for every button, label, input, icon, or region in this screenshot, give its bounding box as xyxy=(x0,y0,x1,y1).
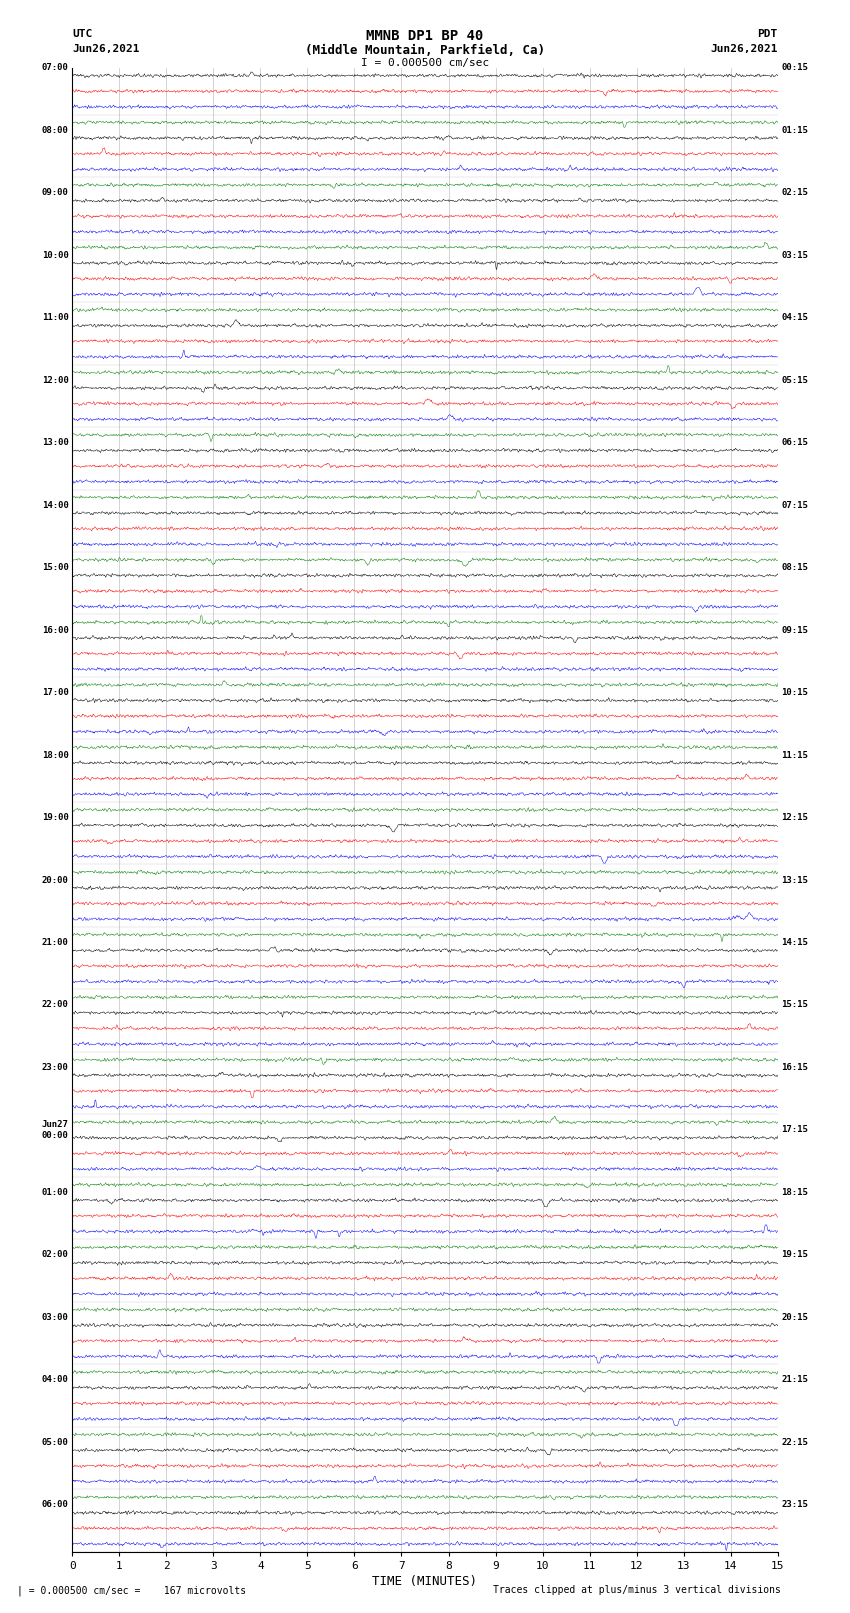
Text: 06:15: 06:15 xyxy=(781,439,808,447)
Text: I = 0.000500 cm/sec: I = 0.000500 cm/sec xyxy=(361,58,489,68)
Text: Jun27
00:00: Jun27 00:00 xyxy=(42,1121,69,1140)
Text: 19:15: 19:15 xyxy=(781,1250,808,1260)
Text: 17:15: 17:15 xyxy=(781,1126,808,1134)
Text: 11:00: 11:00 xyxy=(42,313,69,323)
Text: 14:00: 14:00 xyxy=(42,500,69,510)
Text: 20:00: 20:00 xyxy=(42,876,69,884)
Text: PDT: PDT xyxy=(757,29,778,39)
Text: 13:00: 13:00 xyxy=(42,439,69,447)
Text: 22:15: 22:15 xyxy=(781,1437,808,1447)
Text: 16:00: 16:00 xyxy=(42,626,69,634)
Text: 05:15: 05:15 xyxy=(781,376,808,384)
Text: 01:15: 01:15 xyxy=(781,126,808,135)
Text: 15:15: 15:15 xyxy=(781,1000,808,1010)
Text: 17:00: 17:00 xyxy=(42,689,69,697)
Text: 00:15: 00:15 xyxy=(781,63,808,73)
Text: 21:15: 21:15 xyxy=(781,1376,808,1384)
X-axis label: TIME (MINUTES): TIME (MINUTES) xyxy=(372,1574,478,1587)
Text: 19:00: 19:00 xyxy=(42,813,69,823)
Text: 12:00: 12:00 xyxy=(42,376,69,384)
Text: MMNB DP1 BP 40: MMNB DP1 BP 40 xyxy=(366,29,484,44)
Text: | = 0.000500 cm/sec =    167 microvolts: | = 0.000500 cm/sec = 167 microvolts xyxy=(17,1586,246,1595)
Text: 03:15: 03:15 xyxy=(781,250,808,260)
Text: 12:15: 12:15 xyxy=(781,813,808,823)
Text: 07:15: 07:15 xyxy=(781,500,808,510)
Text: 23:00: 23:00 xyxy=(42,1063,69,1073)
Text: 10:15: 10:15 xyxy=(781,689,808,697)
Text: 08:15: 08:15 xyxy=(781,563,808,573)
Text: 03:00: 03:00 xyxy=(42,1313,69,1323)
Text: 18:15: 18:15 xyxy=(781,1187,808,1197)
Text: Traces clipped at plus/minus 3 vertical divisions: Traces clipped at plus/minus 3 vertical … xyxy=(493,1586,781,1595)
Text: 02:15: 02:15 xyxy=(781,189,808,197)
Text: 18:00: 18:00 xyxy=(42,750,69,760)
Text: (Middle Mountain, Parkfield, Ca): (Middle Mountain, Parkfield, Ca) xyxy=(305,44,545,56)
Text: Jun26,2021: Jun26,2021 xyxy=(72,44,139,53)
Text: 10:00: 10:00 xyxy=(42,250,69,260)
Text: 09:15: 09:15 xyxy=(781,626,808,634)
Text: 02:00: 02:00 xyxy=(42,1250,69,1260)
Text: 04:00: 04:00 xyxy=(42,1376,69,1384)
Text: 20:15: 20:15 xyxy=(781,1313,808,1323)
Text: 15:00: 15:00 xyxy=(42,563,69,573)
Text: 21:00: 21:00 xyxy=(42,939,69,947)
Text: 23:15: 23:15 xyxy=(781,1500,808,1510)
Text: 16:15: 16:15 xyxy=(781,1063,808,1073)
Text: 13:15: 13:15 xyxy=(781,876,808,884)
Text: 11:15: 11:15 xyxy=(781,750,808,760)
Text: 22:00: 22:00 xyxy=(42,1000,69,1010)
Text: 06:00: 06:00 xyxy=(42,1500,69,1510)
Text: 04:15: 04:15 xyxy=(781,313,808,323)
Text: 08:00: 08:00 xyxy=(42,126,69,135)
Text: 14:15: 14:15 xyxy=(781,939,808,947)
Text: 05:00: 05:00 xyxy=(42,1437,69,1447)
Text: 09:00: 09:00 xyxy=(42,189,69,197)
Text: UTC: UTC xyxy=(72,29,93,39)
Text: 01:00: 01:00 xyxy=(42,1187,69,1197)
Text: 07:00: 07:00 xyxy=(42,63,69,73)
Text: Jun26,2021: Jun26,2021 xyxy=(711,44,778,53)
